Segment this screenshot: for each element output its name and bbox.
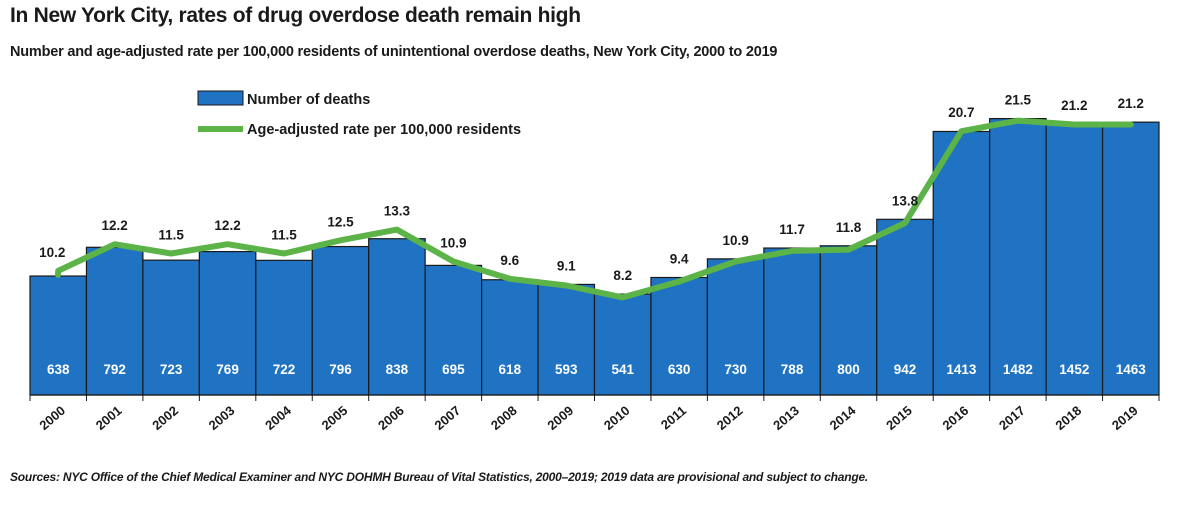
- rate-label-2011: 9.4: [670, 252, 689, 267]
- bar-value-label-2010: 541: [611, 362, 634, 377]
- bar-value-label-2001: 792: [103, 362, 126, 377]
- rate-label-2015: 13.8: [892, 193, 919, 208]
- rate-label-2013: 11.7: [779, 222, 805, 237]
- rate-label-2000: 10.2: [39, 245, 65, 260]
- bar-value-label-2014: 800: [837, 362, 860, 377]
- legend: Number of deaths Age-adjusted rate per 1…: [197, 90, 521, 138]
- x-tick-label-2005: 2005: [319, 403, 351, 433]
- rate-label-2003: 12.2: [214, 218, 240, 233]
- bar-value-label-2018: 1452: [1059, 362, 1089, 377]
- rate-label-2006: 13.3: [384, 204, 411, 219]
- rate-label-2014: 11.8: [836, 220, 862, 235]
- bar-value-label-2012: 730: [724, 362, 747, 377]
- bar-value-label-2015: 942: [894, 362, 917, 377]
- x-tick-label-2009: 2009: [544, 403, 576, 433]
- rate-label-2007: 10.9: [440, 236, 466, 251]
- rate-label-2009: 9.1: [557, 258, 576, 273]
- bar-value-label-2000: 638: [47, 362, 70, 377]
- bar-value-label-2009: 593: [555, 362, 578, 377]
- x-tick-label-2006: 2006: [375, 403, 407, 433]
- legend-label-rate: Age-adjusted rate per 100,000 residents: [247, 122, 521, 138]
- x-tick-label-2010: 2010: [601, 403, 633, 433]
- x-tick-label-2012: 2012: [714, 403, 746, 433]
- bar-value-label-2006: 838: [386, 362, 409, 377]
- rate-label-2002: 11.5: [158, 228, 184, 243]
- rate-label-2010: 8.2: [613, 268, 632, 283]
- bar-value-label-2002: 723: [160, 362, 183, 377]
- x-tick-label-2007: 2007: [432, 403, 464, 433]
- rate-label-2005: 12.5: [327, 214, 354, 229]
- bar-2013: [763, 247, 821, 396]
- bar-value-label-2007: 695: [442, 362, 465, 377]
- x-tick-label-2013: 2013: [770, 403, 802, 433]
- x-tick-label-2008: 2008: [488, 403, 520, 433]
- x-tick-label-2014: 2014: [827, 402, 859, 433]
- x-tick-label-2017: 2017: [996, 403, 1028, 433]
- bar-2000: [29, 275, 88, 396]
- bar-2019: [1101, 121, 1160, 396]
- bar-2001: [85, 246, 144, 396]
- bar-2011: [650, 276, 709, 396]
- bar-2008: [481, 279, 539, 396]
- bar-value-label-2003: 769: [216, 362, 239, 377]
- bar-value-label-2005: 796: [329, 362, 352, 377]
- bar-2005: [311, 245, 370, 396]
- x-tick-label-2004: 2004: [262, 402, 294, 433]
- x-tick-label-2003: 2003: [206, 403, 238, 433]
- x-tick-label-2016: 2016: [940, 403, 972, 433]
- rate-label-2004: 11.5: [271, 228, 297, 243]
- rate-label-2019: 21.2: [1118, 96, 1144, 111]
- bar-2015: [876, 218, 934, 396]
- x-tick-label-2002: 2002: [149, 403, 181, 433]
- rate-label-2018: 21.2: [1061, 98, 1087, 113]
- chart-title: In New York City, rates of drug overdose…: [10, 4, 581, 27]
- bar-value-label-2013: 788: [781, 362, 804, 377]
- bar-2018: [1045, 123, 1104, 396]
- chart-canvas: Number of deaths Age-adjusted rate per 1…: [29, 90, 1160, 433]
- legend-label-deaths: Number of deaths: [247, 92, 370, 108]
- chart-subtitle: Number and age-adjusted rate per 100,000…: [10, 44, 778, 60]
- x-tick-label-2019: 2019: [1109, 403, 1141, 433]
- bar-2007: [424, 264, 483, 396]
- source-note: Sources: NYC Office of the Chief Medical…: [10, 470, 869, 484]
- bar-2010: [593, 293, 652, 396]
- x-tick-label-2018: 2018: [1052, 403, 1084, 433]
- rate-label-2001: 12.2: [102, 218, 128, 233]
- rate-label-2017: 21.5: [1005, 93, 1032, 108]
- bar-value-label-2008: 618: [499, 362, 522, 377]
- legend-bar-swatch: [197, 90, 244, 106]
- bar-value-label-2011: 630: [668, 362, 691, 377]
- bar-2003: [198, 250, 257, 396]
- bar-value-label-2016: 1413: [946, 362, 977, 377]
- x-tick-label-2001: 2001: [93, 403, 125, 433]
- x-tick-label-2011: 2011: [658, 403, 689, 433]
- x-tick-label-2000: 2000: [36, 403, 68, 433]
- bar-2016: [932, 130, 991, 396]
- bar-value-label-2017: 1482: [1003, 362, 1033, 377]
- rate-line: [55, 117, 1134, 301]
- bar-value-label-2004: 722: [273, 362, 296, 377]
- bar-2009: [537, 283, 596, 396]
- rate-label-2012: 10.9: [722, 233, 748, 248]
- bar-value-label-2019: 1463: [1116, 362, 1147, 377]
- rate-label-2008: 9.6: [500, 253, 519, 268]
- bar-2002: [142, 259, 200, 396]
- bar-2017: [989, 118, 1047, 396]
- rate-label-2016: 20.7: [948, 105, 974, 120]
- x-tick-label-2015: 2015: [883, 403, 915, 433]
